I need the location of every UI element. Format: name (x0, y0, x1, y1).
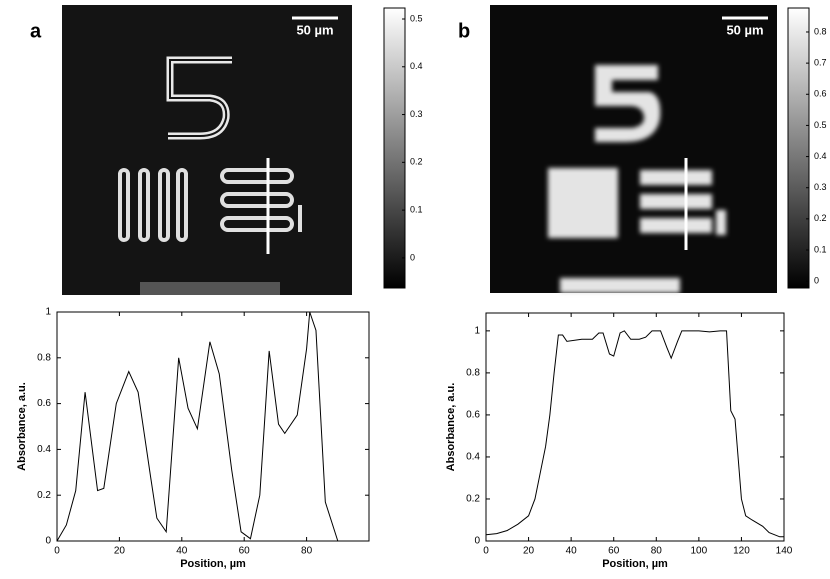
x-tick-label: 40 (566, 546, 578, 557)
y-tick-label: 0.6 (466, 410, 480, 421)
colorbar-tick-label: 0.1 (410, 204, 423, 214)
colorbar-tick-label: 0.3 (410, 109, 423, 119)
profile-line (56, 311, 339, 542)
x-tick-label: 40 (176, 546, 188, 557)
y-tick-label: 1 (474, 326, 480, 337)
y-tick-label: 0 (474, 536, 480, 547)
colorbar-tick-label: 0.4 (814, 151, 827, 161)
colorbar (787, 7, 810, 289)
colorbar-tick-label: 0.1 (814, 244, 827, 254)
x-tick-label: 60 (608, 546, 620, 557)
x-tick-label: 20 (114, 546, 126, 557)
x-tick-label: 80 (301, 546, 313, 557)
panel-letter: b (458, 20, 470, 42)
colorbar-tick-label: 0.5 (814, 120, 827, 130)
y-tick-label: 0.8 (466, 368, 480, 379)
y-axis-label: Absorbance, a.u. (445, 383, 457, 472)
x-tick-label: 20 (523, 546, 535, 557)
y-tick-label: 0.2 (466, 494, 480, 505)
x-axis-label: Position, µm (180, 558, 246, 570)
y-axis-label: Absorbance, a.u. (16, 382, 28, 471)
scale-bar-label: 50 µm (726, 22, 763, 37)
plot-frame (56, 311, 370, 542)
x-tick-label: 0 (483, 546, 489, 557)
micrograph-a: 50 µm (62, 5, 352, 295)
profile-line (485, 330, 784, 538)
colorbar-tick-label: 0.4 (410, 61, 423, 71)
y-tick-label: 0.8 (37, 352, 51, 363)
x-tick-label: 0 (54, 546, 60, 557)
colorbar-tick-label: 0.6 (814, 89, 827, 99)
colorbar-tick-label: 0.5 (410, 13, 423, 23)
y-tick-label: 0.4 (466, 452, 480, 463)
x-tick-label: 140 (776, 546, 793, 557)
plot-frame (485, 312, 785, 542)
x-tick-label: 100 (691, 546, 708, 557)
colorbar (383, 7, 406, 289)
colorbar-tick-label: 0 (814, 276, 819, 286)
colorbar-tick-label: 0.7 (814, 58, 827, 68)
scale-bar-label: 50 µm (296, 22, 333, 37)
colorbar-tick-label: 0.2 (410, 157, 423, 167)
panel-letter: a (30, 20, 42, 42)
colorbar-tick-label: 0.2 (814, 213, 827, 223)
x-tick-label: 80 (651, 546, 663, 557)
colorbar-tick-label: 0 (410, 252, 415, 262)
x-tick-label: 120 (733, 546, 750, 557)
y-tick-label: 0.2 (37, 490, 51, 501)
y-tick-label: 1 (45, 307, 51, 318)
y-tick-label: 0.6 (37, 398, 51, 409)
x-tick-label: 60 (239, 546, 251, 557)
micrograph-b: 50 µm (490, 5, 777, 293)
x-axis-label: Position, µm (602, 558, 668, 570)
y-tick-label: 0 (45, 536, 51, 547)
y-tick-label: 0.4 (37, 444, 51, 455)
colorbar-tick-label: 0.8 (814, 26, 827, 36)
colorbar-tick-label: 0.3 (814, 182, 827, 192)
